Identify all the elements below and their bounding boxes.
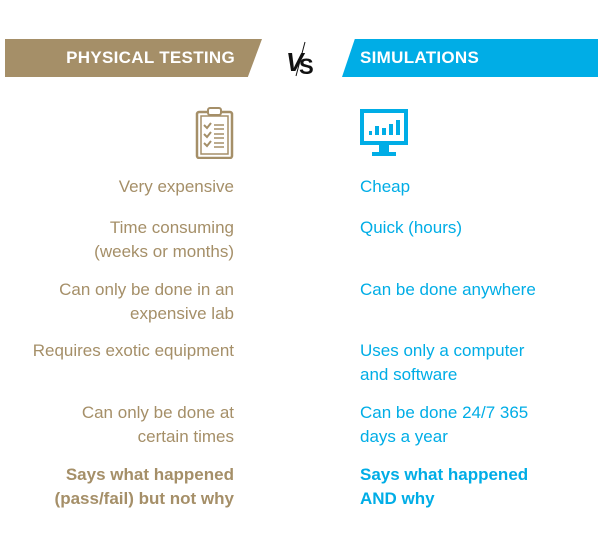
physical-testing-header: PHYSICAL TESTING bbox=[5, 39, 262, 77]
simulation-equipment: Uses only a computer and software bbox=[360, 341, 525, 384]
svg-text:S: S bbox=[299, 54, 314, 78]
simulations-header: SIMULATIONS bbox=[342, 39, 598, 77]
physical-insight: Says what happened (pass/fail) but not w… bbox=[54, 465, 234, 508]
physical-time: Time consuming (weeks or months) bbox=[94, 218, 234, 261]
simulation-cost: Cheap bbox=[360, 177, 411, 196]
simulation-time: Quick (hours) bbox=[360, 218, 463, 237]
simulations-title: SIMULATIONS bbox=[360, 48, 480, 67]
physical-cost: Very expensive bbox=[118, 177, 234, 196]
svg-text:V: V bbox=[286, 47, 306, 77]
simulation-availability: Can be done 24/7 365 days a year bbox=[360, 403, 529, 446]
monitor-bar-chart-icon bbox=[360, 109, 408, 156]
physical-equipment: Requires exotic equipment bbox=[32, 341, 234, 360]
physical-availability: Can only be done at certain times bbox=[81, 403, 234, 446]
simulation-insight: Says what happened AND why bbox=[360, 465, 529, 508]
physical-location: Can only be done in an expensive lab bbox=[59, 280, 234, 323]
versus-icon: V S bbox=[286, 41, 314, 78]
clipboard-checklist-icon bbox=[195, 107, 234, 159]
simulation-location: Can be done anywhere bbox=[360, 280, 536, 299]
physical-testing-title: PHYSICAL TESTING bbox=[66, 48, 235, 67]
